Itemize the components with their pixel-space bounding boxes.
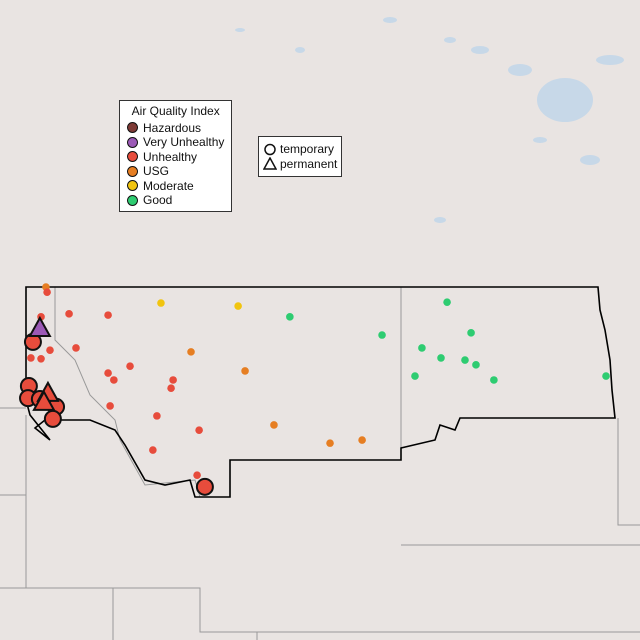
station-marker[interactable] (110, 376, 118, 384)
station-marker[interactable] (443, 298, 451, 306)
legend-item-permanent: permanent (263, 157, 337, 172)
aqi-legend: Air Quality Index Hazardous Very Unhealth… (119, 100, 233, 212)
station-marker[interactable] (286, 313, 294, 321)
color-swatch-icon (127, 136, 138, 148)
station-marker[interactable] (241, 367, 249, 375)
legend-label: Good (143, 193, 173, 207)
legend-item-usg: USG (127, 164, 224, 179)
station-marker[interactable] (28, 315, 52, 337)
legend-item-unhealthy: Unhealthy (127, 150, 224, 165)
station-marker[interactable] (157, 299, 165, 307)
station-marker[interactable] (461, 356, 469, 364)
legend-label: Moderate (143, 178, 194, 193)
lakes (235, 17, 624, 223)
legend-item-very-unhealthy: Very Unhealthy (127, 135, 224, 150)
station-marker[interactable] (472, 361, 480, 369)
station-marker[interactable] (358, 436, 366, 444)
legend-label: Very Unhealthy (143, 135, 225, 149)
station-marker[interactable] (193, 471, 201, 479)
triangle-icon (263, 157, 277, 170)
station-marker[interactable] (167, 384, 175, 393)
legend-item-good: Good (127, 193, 224, 208)
station-marker[interactable] (46, 346, 54, 354)
station-marker[interactable] (72, 344, 80, 352)
station-marker[interactable] (326, 439, 334, 447)
color-swatch-icon (127, 194, 138, 206)
state-borders (0, 287, 640, 640)
circle-icon (264, 143, 276, 155)
station-marker[interactable] (43, 288, 51, 296)
station-marker[interactable] (32, 389, 56, 411)
legend-label: permanent (280, 156, 338, 171)
station-marker[interactable] (602, 372, 610, 380)
legend-label: USG (143, 164, 170, 178)
station-marker[interactable] (126, 362, 134, 370)
station-marker[interactable] (270, 421, 278, 429)
color-swatch-icon (127, 122, 138, 134)
station-marker[interactable] (149, 446, 157, 454)
station-marker[interactable] (37, 354, 45, 363)
station-marker[interactable] (490, 376, 498, 384)
station-marker[interactable] (234, 302, 242, 310)
site-type-legend: temporary permanent (258, 136, 343, 177)
station-marker[interactable] (43, 409, 62, 428)
station-marker[interactable] (187, 348, 195, 356)
aqi-legend-title: Air Quality Index (131, 104, 220, 118)
color-swatch-icon (127, 165, 138, 177)
station-marker[interactable] (418, 344, 426, 352)
station-marker[interactable] (195, 426, 203, 434)
station-marker[interactable] (378, 331, 386, 339)
legend-item-temporary: temporary (263, 142, 337, 157)
station-marker[interactable] (195, 477, 214, 496)
region-outline (25, 286, 616, 498)
station-marker[interactable] (467, 329, 475, 337)
legend-label: Hazardous (143, 120, 202, 135)
station-marker[interactable] (104, 311, 112, 319)
legend-item-moderate: Moderate (127, 179, 224, 194)
color-swatch-icon (127, 151, 138, 163)
station-marker[interactable] (106, 402, 114, 410)
station-marker[interactable] (27, 354, 35, 362)
station-marker[interactable] (411, 372, 419, 380)
station-marker[interactable] (104, 369, 112, 377)
color-swatch-icon (127, 180, 138, 192)
station-marker[interactable] (153, 412, 161, 420)
station-marker[interactable] (169, 376, 177, 384)
legend-item-hazardous: Hazardous (127, 121, 224, 136)
legend-label: Unhealthy (143, 149, 198, 164)
station-marker[interactable] (437, 354, 445, 362)
legend-label: temporary (280, 142, 335, 156)
station-markers (19, 283, 610, 496)
station-marker[interactable] (65, 310, 73, 318)
